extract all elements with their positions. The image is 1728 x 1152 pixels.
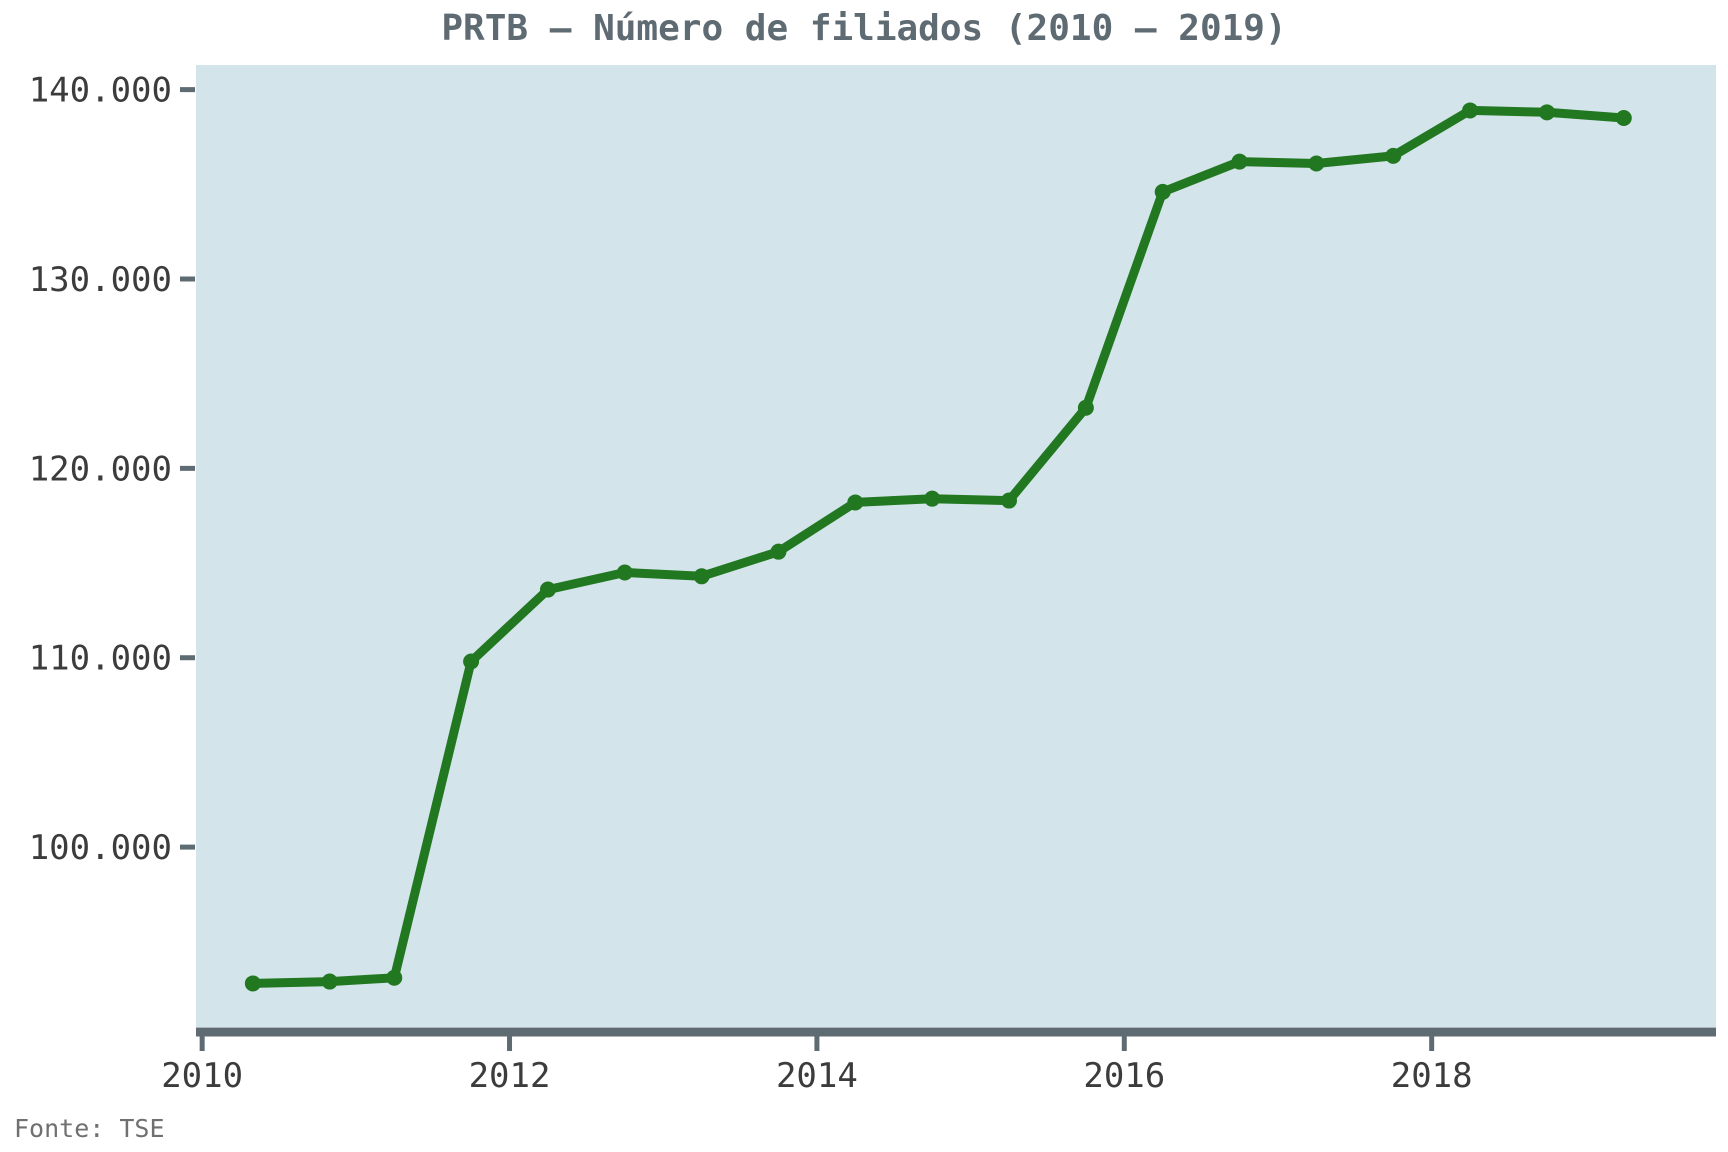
data-point (1462, 102, 1479, 119)
y-axis: 100.000 110.000 120.000 130.000 140.000 (29, 71, 195, 868)
x-axis: 2010 2012 2014 2016 2018 (161, 1027, 1716, 1096)
data-point (1615, 110, 1632, 127)
data-point (847, 494, 864, 511)
data-point (1154, 183, 1171, 200)
data-point (770, 543, 787, 560)
y-tick-label: 140.000 (29, 71, 172, 111)
series-line (244, 102, 1632, 992)
y-tick-label: 110.000 (29, 639, 172, 679)
data-point (693, 568, 710, 585)
x-tick-label: 2012 (469, 1056, 551, 1096)
source-note: Fonte: TSE (14, 1114, 165, 1143)
data-point (386, 969, 403, 986)
data-point (1385, 147, 1402, 164)
data-point (1001, 492, 1018, 509)
x-tick-label: 2018 (1391, 1056, 1473, 1096)
data-point (1231, 153, 1248, 170)
data-point (1538, 104, 1555, 121)
y-tick-label: 100.000 (29, 828, 172, 868)
y-tick-label: 130.000 (29, 260, 172, 300)
data-point (244, 975, 261, 992)
plot-area (196, 65, 1716, 1027)
y-tick-label: 120.000 (29, 449, 172, 489)
data-point (616, 564, 633, 581)
data-point (539, 581, 556, 598)
x-tick-label: 2016 (1083, 1056, 1165, 1096)
data-point (1308, 155, 1325, 172)
data-point (321, 973, 338, 990)
chart-title: PRTB – Número de filiados (2010 – 2019) (441, 8, 1286, 49)
data-point (924, 490, 941, 507)
data-point (463, 653, 480, 670)
x-tick-label: 2014 (776, 1056, 858, 1096)
x-tick-label: 2010 (161, 1056, 243, 1096)
data-point (1077, 399, 1094, 416)
